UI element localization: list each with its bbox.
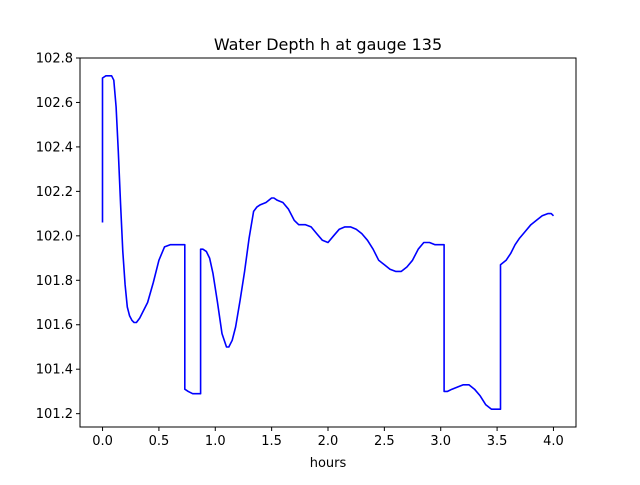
y-axis: 101.2 101.4 101.6 101.8 102.0 102.2 102.4 102.6… [36,52,80,422]
y-tick-label: 102.0 [36,229,73,244]
x-tick-label: 4.0 [543,434,564,449]
series-line-0 [101,75,555,411]
x-axis-label: hours [310,456,347,471]
y-tick-label: 102.2 [36,185,73,200]
x-tick-label: 2.5 [374,434,395,449]
chart-title: Water Depth h at gauge 135 [214,35,442,54]
x-axis: 0.0 0.5 1.0 1.5 2.0 2.5 3.0 3.5 4.0 [92,427,564,449]
x-tick-label: 0.5 [149,434,170,449]
y-tick-label: 102.8 [36,52,73,67]
y-tick-label: 101.2 [36,407,73,422]
y-tick-label: 101.4 [36,363,73,378]
x-tick-label: 1.0 [205,434,226,449]
x-tick-label: 3.5 [487,434,508,449]
x-tick-label: 2.0 [318,434,339,449]
y-tick-label: 102.4 [36,140,73,155]
y-tick-label: 102.6 [36,96,73,111]
y-tick-label: 101.8 [36,274,73,289]
y-tick-label: 101.6 [36,318,73,333]
x-tick-label: 0.0 [92,434,113,449]
x-tick-label: 3.0 [430,434,451,449]
x-tick-label: 1.5 [261,434,282,449]
